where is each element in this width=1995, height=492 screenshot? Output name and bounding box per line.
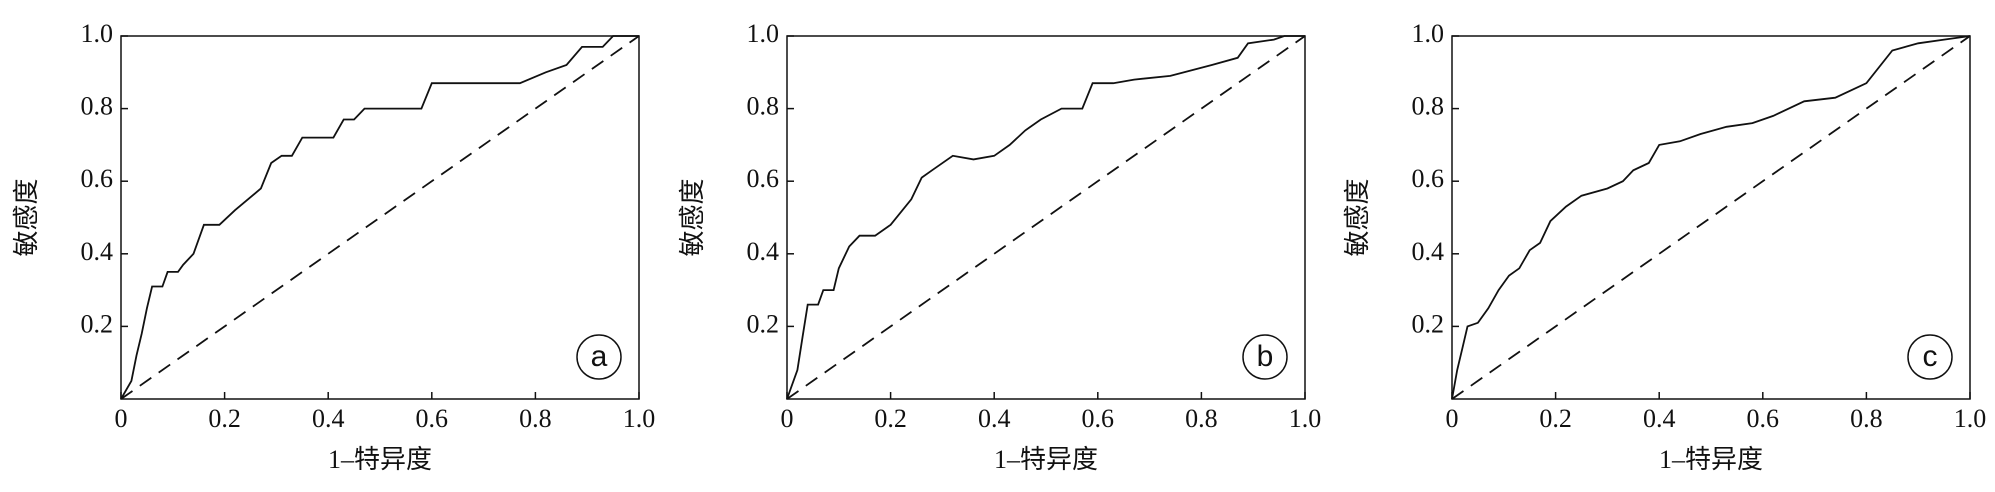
x-tick-label: 0.8 bbox=[519, 404, 552, 433]
y-tick-label: 1.0 bbox=[1412, 19, 1445, 48]
x-tick-label: 0 bbox=[781, 404, 794, 433]
reference-line bbox=[786, 35, 1306, 400]
y-axis-label: 敏感度 bbox=[678, 178, 707, 256]
y-axis-label: 敏感度 bbox=[1343, 178, 1372, 256]
x-tick-label: 0.6 bbox=[416, 404, 449, 433]
x-tick-label: 0.6 bbox=[1747, 404, 1780, 433]
y-tick-label: 0.6 bbox=[747, 164, 780, 193]
y-tick-label: 0.4 bbox=[1412, 237, 1445, 266]
x-tick-label: 0.4 bbox=[1643, 404, 1676, 433]
y-tick-label: 0.4 bbox=[81, 237, 114, 266]
y-tick-label: 0.8 bbox=[1412, 92, 1445, 121]
x-tick-label: 0 bbox=[1446, 404, 1459, 433]
y-tick-label: 0.8 bbox=[81, 92, 114, 121]
x-axis-label: 1–特异度 bbox=[328, 445, 432, 474]
roc-curve bbox=[1451, 35, 1971, 400]
plot-frame bbox=[120, 35, 640, 400]
x-tick-label: 1.0 bbox=[623, 404, 656, 433]
y-tick-label: 0.6 bbox=[81, 164, 114, 193]
x-tick-label: 0 bbox=[115, 404, 128, 433]
annotation: b bbox=[1257, 340, 1274, 373]
y-tick-label: 0.6 bbox=[1412, 164, 1445, 193]
y-tick-label: 0.2 bbox=[747, 309, 780, 338]
x-tick-label: 0.2 bbox=[208, 404, 241, 433]
plot-frame bbox=[1451, 35, 1971, 400]
x-tick-label: 1.0 bbox=[1954, 404, 1987, 433]
annotation: a bbox=[591, 340, 608, 373]
x-tick-label: 0.2 bbox=[874, 404, 907, 433]
roc-curve bbox=[786, 35, 1305, 400]
annotation: c bbox=[1923, 340, 1938, 373]
x-tick-label: 0.6 bbox=[1082, 404, 1115, 433]
reference-line bbox=[1451, 35, 1971, 400]
x-axis-label: 1–特异度 bbox=[1659, 445, 1763, 474]
roc-curve bbox=[120, 35, 639, 400]
x-tick-label: 0.8 bbox=[1850, 404, 1883, 433]
y-tick-label: 0.8 bbox=[747, 92, 780, 121]
x-tick-label: 0.2 bbox=[1539, 404, 1572, 433]
annotation-circle bbox=[1907, 334, 1953, 380]
reference-line bbox=[120, 35, 640, 400]
y-tick-label: 0.4 bbox=[747, 237, 780, 266]
x-axis-label: 1–特异度 bbox=[994, 445, 1098, 474]
annotation-circle bbox=[576, 334, 622, 380]
y-tick-label: 0.2 bbox=[1412, 309, 1445, 338]
x-tick-label: 1.0 bbox=[1289, 404, 1322, 433]
y-tick-label: 1.0 bbox=[81, 19, 114, 48]
panel: 0 0.2 0.4 0.6 0.8 1.0 0.2 0.4 0.6 0.8 1.0 1–特异度 敏感度 a bbox=[12, 19, 655, 474]
y-tick-label: 1.0 bbox=[747, 19, 780, 48]
panel: 0 0.2 0.4 0.6 0.8 1.0 0.2 0.4 0.6 0.8 1.0 1–特异度 敏感度 b bbox=[678, 19, 1321, 474]
annotation-circle bbox=[1242, 334, 1288, 380]
x-tick-label: 0.8 bbox=[1185, 404, 1218, 433]
panel: 0 0.2 0.4 0.6 0.8 1.0 0.2 0.4 0.6 0.8 1.0 1–特异度 敏感度 c bbox=[1343, 19, 1986, 474]
y-tick-label: 0.2 bbox=[81, 309, 114, 338]
x-tick-label: 0.4 bbox=[312, 404, 345, 433]
plot-frame bbox=[786, 35, 1306, 400]
y-axis-label: 敏感度 bbox=[12, 178, 41, 256]
x-tick-label: 0.4 bbox=[978, 404, 1011, 433]
